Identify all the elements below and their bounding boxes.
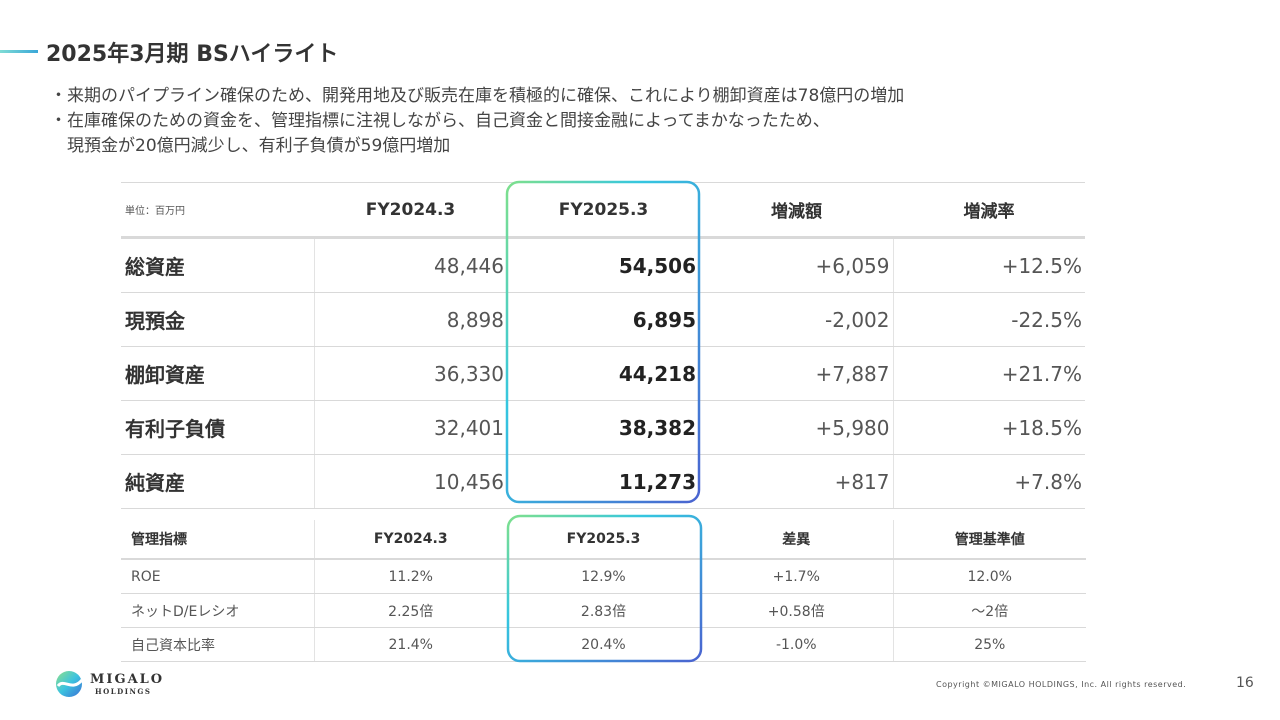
diff-value: +1.7% <box>700 559 893 594</box>
diff-value: +0.58倍 <box>700 593 893 628</box>
fy2025-value: 54,506 <box>507 237 700 293</box>
fy2025-value: 12.9% <box>507 559 700 594</box>
fy2024-value: 2.25倍 <box>313 593 507 628</box>
row-label: 有利子負債 <box>121 400 314 455</box>
table-row: 純資産 10,456 11,273 +817 +7.8% <box>121 454 1085 509</box>
title-accent-bar <box>0 50 38 53</box>
target-value: 12.0% <box>892 559 1086 594</box>
change-value: +6,059 <box>700 237 893 293</box>
kpi-row: ROE 11.2% 12.9% +1.7% 12.0% <box>121 559 1086 594</box>
column-header: FY2025.3 <box>507 520 700 560</box>
kpi-label: 自己資本比率 <box>121 627 314 662</box>
fy2024-value: 36,330 <box>313 346 507 401</box>
fy2025-value: 38,382 <box>507 400 700 455</box>
logo-name: MIGALO <box>90 672 165 687</box>
bs-highlight-table: 単位：百万円 FY2024.3 FY2025.3 増減額 増減率 総資産 48,… <box>121 182 1085 509</box>
kpi-row: ネットD/Eレシオ 2.25倍 2.83倍 +0.58倍 ～2倍 <box>121 593 1086 628</box>
column-header: 増減率 <box>893 182 1085 239</box>
migalo-logo-icon <box>56 671 84 697</box>
table-row: 棚卸資産 36,330 44,218 +7,887 +21.7% <box>121 346 1085 401</box>
column-header: FY2024.3 <box>313 520 507 560</box>
kpi-label: ROE <box>121 559 314 594</box>
rate-value: -22.5% <box>892 292 1085 347</box>
fy2024-value: 11.2% <box>313 559 507 594</box>
column-header: 管理指標 <box>121 520 314 560</box>
row-label: 棚卸資産 <box>121 346 314 401</box>
fy2024-value: 48,446 <box>313 237 507 293</box>
rate-value: +12.5% <box>892 237 1085 293</box>
row-label: 総資産 <box>121 237 314 293</box>
bullet-list: ・来期のパイプライン確保のため、開発用地及び販売在庫を積極的に確保、これにより棚… <box>50 84 904 159</box>
page-title: 2025年3月期 BSハイライト <box>46 42 339 67</box>
table-header-row: 単位：百万円 FY2024.3 FY2025.3 増減額 増減率 <box>121 182 1085 239</box>
kpi-label: ネットD/Eレシオ <box>121 593 314 628</box>
copyright-text: Copyright ©MIGALO HOLDINGS, Inc. All rig… <box>936 680 1187 689</box>
column-header: FY2025.3 <box>507 182 700 239</box>
unit-label: 単位：百万円 <box>121 182 314 239</box>
column-header: 差異 <box>700 520 893 560</box>
column-header: 管理基準値 <box>892 520 1086 560</box>
change-value: -2,002 <box>700 292 893 347</box>
kpi-row: 自己資本比率 21.4% 20.4% -1.0% 25% <box>121 627 1086 662</box>
target-value: 25% <box>892 627 1086 662</box>
table-row: 有利子負債 32,401 38,382 +5,980 +18.5% <box>121 400 1085 455</box>
change-value: +5,980 <box>700 400 893 455</box>
fy2025-value: 20.4% <box>507 627 700 662</box>
bullet-item-continued: 現預金が20億円減少し、有利子負債が59億円増加 <box>67 136 451 156</box>
fy2024-value: 21.4% <box>313 627 507 662</box>
table-row: 現預金 8,898 6,895 -2,002 -22.5% <box>121 292 1085 347</box>
fy2025-value: 44,218 <box>507 346 700 401</box>
change-value: +7,887 <box>700 346 893 401</box>
fy2025-value: 11,273 <box>507 454 700 509</box>
rate-value: +7.8% <box>892 454 1085 509</box>
page-number: 16 <box>1236 675 1254 691</box>
bullet-item: ・来期のパイプライン確保のため、開発用地及び販売在庫を積極的に確保、これにより棚… <box>50 86 905 106</box>
column-header: FY2024.3 <box>314 182 507 239</box>
bullet-item: ・在庫確保のための資金を、管理指標に注視しながら、自己資金と間接金融によってまか… <box>50 111 830 131</box>
change-value: +817 <box>700 454 893 509</box>
target-value: ～2倍 <box>892 593 1086 628</box>
fy2024-value: 10,456 <box>313 454 507 509</box>
fy2025-value: 2.83倍 <box>507 593 700 628</box>
rate-value: +21.7% <box>892 346 1085 401</box>
column-header: 増減額 <box>700 182 893 239</box>
fy2024-value: 32,401 <box>313 400 507 455</box>
row-label: 現預金 <box>121 292 314 347</box>
table-row: 総資産 48,446 54,506 +6,059 +12.5% <box>121 237 1085 293</box>
rate-value: +18.5% <box>892 400 1085 455</box>
row-label: 純資産 <box>121 454 314 509</box>
fy2024-value: 8,898 <box>313 292 507 347</box>
fy2025-value: 6,895 <box>507 292 700 347</box>
diff-value: -1.0% <box>700 627 893 662</box>
logo-sub: HOLDINGS <box>95 687 152 696</box>
kpi-table: 管理指標 FY2024.3 FY2025.3 差異 管理基準値 ROE 11.2… <box>121 520 1086 662</box>
kpi-header-row: 管理指標 FY2024.3 FY2025.3 差異 管理基準値 <box>121 520 1086 560</box>
